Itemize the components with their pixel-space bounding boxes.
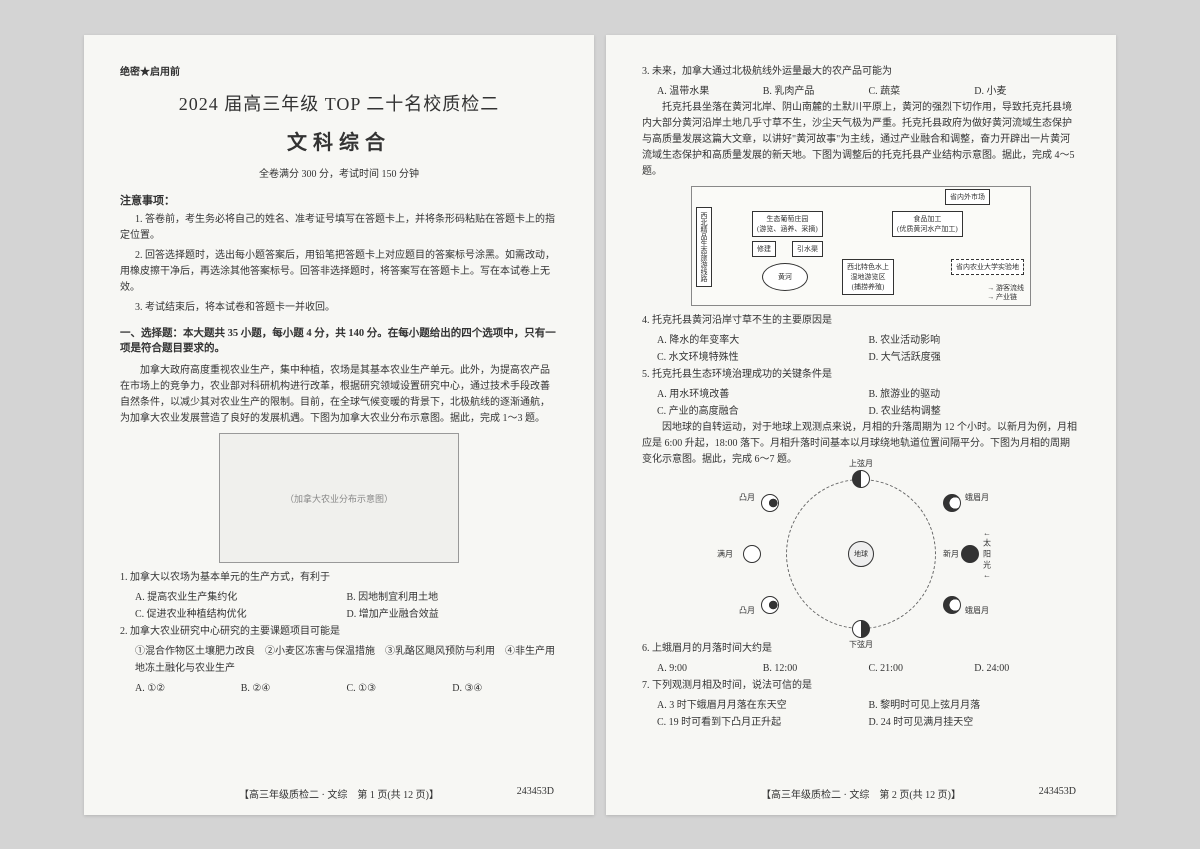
q7-opt-c: C. 19 时可看到下凸月正升起	[657, 714, 869, 731]
q1-opt-d: D. 增加产业融合效益	[347, 606, 559, 623]
diagram-river-circle: 黄河	[762, 263, 808, 291]
q3-opt-d: D. 小麦	[974, 83, 1080, 100]
moon-tl	[761, 494, 779, 512]
moon-bl	[761, 596, 779, 614]
diagram-legend: → 游客流线 → 产业链	[987, 284, 1024, 302]
diagram-legend-2: → 产业链	[987, 293, 1024, 302]
q6-opt-a: A. 9:00	[657, 660, 763, 677]
q5-opt-c: C. 产业的高度融合	[657, 403, 869, 420]
q2-options: A. ①② B. ②④ C. ①③ D. ③④	[120, 680, 558, 697]
q4-opt-c: C. 水文环境特殊性	[657, 349, 869, 366]
notice-2: 2. 回答选择题时，选出每小题答案后，用铅笔把答题卡上对应题目的答案标号涂黑。如…	[120, 248, 558, 296]
figure-placeholder-text: （加拿大农业分布示意图）	[285, 492, 393, 505]
q6-opt-d: D. 24:00	[974, 660, 1080, 677]
moon-br	[943, 596, 961, 614]
notice-heading: 注意事项：	[120, 192, 558, 208]
moon-left	[743, 545, 761, 563]
q5-opt-d: D. 农业结构调整	[869, 403, 1081, 420]
q7-opt-d: D. 24 时可见满月挂天空	[869, 714, 1081, 731]
q4-stem: 4. 托克托县黄河沿岸寸草不生的主要原因是	[642, 312, 1080, 329]
q5-options: A. 用水环境改善 B. 旅游业的驱动	[642, 386, 1080, 403]
q3-stem: 3. 未来，加拿大通过北极航线外运量最大的农产品可能为	[642, 63, 1080, 80]
q5-stem: 5. 托克托县生态环境治理成功的关键条件是	[642, 366, 1080, 383]
q7-opt-b: B. 黎明时可见上弦月月落	[869, 697, 1081, 714]
q7-options-row2: C. 19 时可看到下凸月正升起 D. 24 时可见满月挂天空	[642, 714, 1080, 731]
footer-code-2: 243453D	[1039, 786, 1076, 797]
figure-industry-diagram: 西北精品生态旅游线路 省内外市场 生态葡萄庄园 (游览、涵养、采摘) 食品加工 …	[691, 186, 1031, 306]
diagram-wetland-box: 西北特色水上 湿地游览区 (捕捞养殖)	[842, 259, 894, 295]
moon-tr	[943, 494, 961, 512]
q1-opt-c: C. 促进农业种植结构优化	[135, 606, 347, 623]
q1-stem: 1. 加拿大以农场为基本单元的生产方式，有利于	[120, 569, 558, 586]
footer-page-2-text: 【高三年级质检二 · 文综 第 2 页(共 12 页)】	[761, 790, 961, 801]
sun-rays-label: ← 太 阳 光←	[983, 528, 991, 579]
footer-page-2: 【高三年级质检二 · 文综 第 2 页(共 12 页)】 243453D	[606, 786, 1116, 801]
q1-options: A. 提高农业生产集约化 B. 因地制宜利用土地	[120, 589, 558, 606]
confidential-label: 绝密★启用前	[120, 63, 558, 78]
q3-opt-a: A. 温带水果	[657, 83, 763, 100]
moon-bottom	[852, 620, 870, 638]
q3-options: A. 温带水果 B. 乳肉产品 C. 蔬菜 D. 小麦	[642, 83, 1080, 100]
q3-opt-b: B. 乳肉产品	[763, 83, 869, 100]
page-2: 3. 未来，加拿大通过北极航线外运量最大的农产品可能为 A. 温带水果 B. 乳…	[606, 35, 1116, 815]
score-info: 全卷满分 300 分，考试时间 150 分钟	[120, 165, 558, 180]
q2-stem: 2. 加拿大农业研究中心研究的主要课题项目可能是	[120, 623, 558, 640]
footer-code-1: 243453D	[517, 786, 554, 797]
exam-title: 2024 届高三年级 TOP 二十名校质检二	[120, 90, 558, 116]
passage-1: 加拿大政府高度重视农业生产，集中种植，农场是其基本农业生产单元。此外，为提高农产…	[120, 363, 558, 427]
diagram-lab-box: 省内农业大学实验地	[951, 259, 1024, 275]
q7-stem: 7. 下列观测月相及时间，说法可信的是	[642, 677, 1080, 694]
q6-options: A. 9:00 B. 12:00 C. 21:00 D. 24:00	[642, 660, 1080, 677]
diagram-water-box: 引水渠	[792, 241, 823, 257]
q4-opt-a: A. 降水的年变率大	[657, 332, 869, 349]
notice-3: 3. 考试结束后，将本试卷和答题卡一并收回。	[120, 300, 558, 316]
q4-options: A. 降水的年变率大 B. 农业活动影响	[642, 332, 1080, 349]
q5-opt-a: A. 用水环境改善	[657, 386, 869, 403]
q2-opt-a: A. ①②	[135, 680, 241, 697]
q6-opt-c: C. 21:00	[869, 660, 975, 677]
q4-opt-d: D. 大气活跃度强	[869, 349, 1081, 366]
q2-opt-c: C. ①③	[347, 680, 453, 697]
q5-options-row2: C. 产业的高度融合 D. 农业结构调整	[642, 403, 1080, 420]
moon-right-label: 新月	[943, 548, 959, 559]
q2-opt-b: B. ②④	[241, 680, 347, 697]
diagram-market-box: 省内外市场	[945, 189, 990, 205]
footer-page-1-text: 【高三年级质检二 · 文综 第 1 页(共 12 页)】	[239, 790, 439, 801]
q7-options: A. 3 时下蛾眉月月落在东天空 B. 黎明时可见上弦月月落	[642, 697, 1080, 714]
passage-2: 托克托县坐落在黄河北岸、阴山南麓的土默川平原上，黄河的强烈下切作用，导致托克托县…	[642, 100, 1080, 180]
q7-opt-a: A. 3 时下蛾眉月月落在东天空	[657, 697, 869, 714]
q1-options-row2: C. 促进农业种植结构优化 D. 增加产业融合效益	[120, 606, 558, 623]
figure-canada-map: （加拿大农业分布示意图）	[219, 433, 459, 563]
earth-center: 地球	[848, 541, 874, 567]
diagram-food-box: 食品加工 (优质黄河水产加工)	[892, 211, 963, 237]
section-1-title: 一、选择题：本大题共 35 小题，每小题 4 分，共 140 分。在每小题给出的…	[120, 326, 558, 358]
figure-moon-phase-diagram: 地球 上弦月 蛾眉月 新月 蛾眉月 下弦月 凸月 满月 凸月 ← 太 阳 光←	[741, 474, 981, 634]
diagram-grape-box: 生态葡萄庄园 (游览、涵养、采摘)	[752, 211, 823, 237]
q1-opt-b: B. 因地制宜利用土地	[347, 589, 559, 606]
moon-bl-label: 凸月	[739, 605, 755, 616]
diagram-left-label: 西北精品生态旅游线路	[696, 207, 712, 287]
q5-opt-b: B. 旅游业的驱动	[869, 386, 1081, 403]
notice-1: 1. 答卷前，考生务必将自己的姓名、准考证号填写在答题卡上，并将条形码粘贴在答题…	[120, 212, 558, 244]
moon-right	[961, 545, 979, 563]
exam-subject: 文科综合	[120, 126, 558, 155]
moon-br-label: 蛾眉月	[965, 605, 989, 616]
q4-opt-b: B. 农业活动影响	[869, 332, 1081, 349]
q2-opt-d: D. ③④	[452, 680, 558, 697]
footer-page-1: 【高三年级质检二 · 文综 第 1 页(共 12 页)】 243453D	[84, 786, 594, 801]
q4-options-row2: C. 水文环境特殊性 D. 大气活跃度强	[642, 349, 1080, 366]
q3-opt-c: C. 蔬菜	[869, 83, 975, 100]
moon-top	[852, 470, 870, 488]
page-1: 绝密★启用前 2024 届高三年级 TOP 二十名校质检二 文科综合 全卷满分 …	[84, 35, 594, 815]
moon-tr-label: 蛾眉月	[965, 492, 989, 503]
moon-bottom-label: 下弦月	[849, 639, 873, 650]
moon-top-label: 上弦月	[849, 458, 873, 469]
diagram-build-box: 修建	[752, 241, 776, 257]
q1-opt-a: A. 提高农业生产集约化	[135, 589, 347, 606]
moon-tl-label: 凸月	[739, 492, 755, 503]
q2-substems: ①混合作物区土壤肥力改良 ②小麦区冻害与保温措施 ③乳酪区飓风预防与利用 ④非生…	[120, 643, 558, 677]
q6-opt-b: B. 12:00	[763, 660, 869, 677]
sun-text: 太 阳 光	[983, 537, 991, 570]
moon-left-label: 满月	[717, 548, 733, 559]
